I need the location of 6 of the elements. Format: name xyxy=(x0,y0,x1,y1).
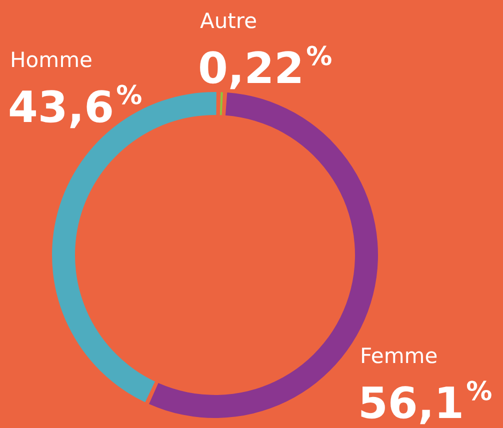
data-label: 0,22$^{%}$ xyxy=(198,42,332,94)
data-label: 56,1$^{%}$ xyxy=(358,376,492,428)
slice-label: Homme xyxy=(10,48,92,72)
slice-label: Femme xyxy=(360,344,438,368)
slice-label: Autre xyxy=(200,9,258,33)
data-label: 43,6$^{%}$ xyxy=(8,80,142,133)
